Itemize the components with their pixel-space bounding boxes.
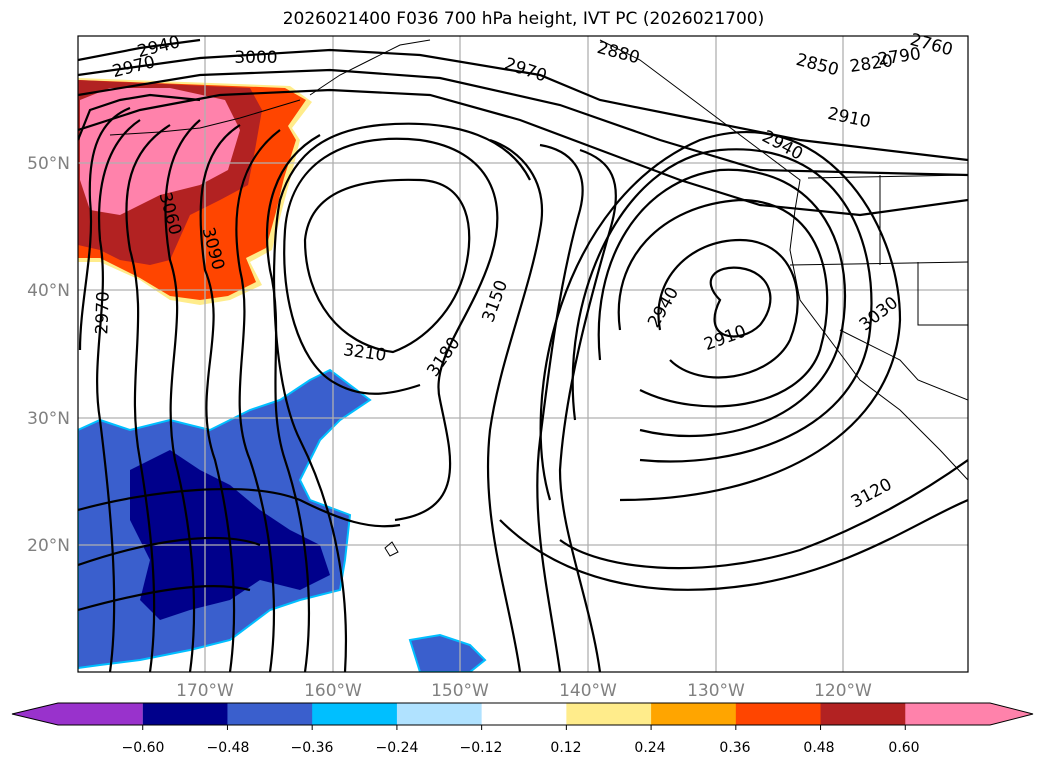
- colorbar-tick-label: −0.48: [207, 740, 250, 756]
- lat-label: 40°N: [27, 281, 70, 301]
- colorbar-tick-label: 0.60: [888, 740, 919, 756]
- contour-label: 3000: [234, 48, 277, 68]
- map-frame: [77, 35, 969, 673]
- colorbar-extend-low: [12, 703, 143, 725]
- coastlines: [109, 39, 968, 481]
- colorbar-segment: [735, 703, 822, 725]
- contour-label: 2880: [595, 38, 642, 69]
- lon-label: 150°W: [431, 681, 489, 701]
- map-area: [78, 36, 968, 672]
- colorbar-segment: [651, 703, 737, 725]
- lon-label: 160°W: [304, 681, 362, 701]
- contour-label: 3120: [848, 475, 896, 513]
- colorbar-tick-label: 0.48: [803, 740, 834, 756]
- colorbar-tick-label: −0.24: [376, 740, 419, 756]
- contour-label: 2970: [92, 291, 113, 335]
- colorbar: [11, 702, 1034, 730]
- contour-label: 3210: [342, 340, 388, 366]
- colorbar-tick-label: 0.12: [550, 740, 581, 756]
- colorbar-tick-label: 0.36: [719, 740, 750, 756]
- lat-label: 50°N: [27, 154, 70, 174]
- contour-label: 2970: [110, 52, 157, 82]
- contour-label: 2940: [759, 127, 807, 165]
- colorbar-extend-high: [905, 703, 1033, 725]
- land-ocean-boundary: [384, 541, 399, 557]
- lon-label: 140°W: [559, 681, 617, 701]
- lat-label: 30°N: [27, 409, 70, 429]
- colorbar-segment: [396, 703, 483, 725]
- lat-label: 20°N: [27, 536, 70, 556]
- colorbar-segment: [227, 703, 313, 725]
- longitude-labels: 170°W 160°W 150°W 140°W 130°W 120°W: [176, 681, 872, 701]
- colorbar-tick-label: −0.60: [122, 740, 165, 756]
- colorbar-tick-label: −0.36: [291, 740, 334, 756]
- colorbar-outline: [11, 702, 1034, 726]
- colorbar-segment: [312, 703, 398, 725]
- colorbar-ticks: −0.60 −0.48 −0.36 −0.24 −0.12 0.12 0.24 …: [122, 740, 920, 756]
- ivt-pink-region: [80, 88, 240, 215]
- colorbar-segment: [142, 703, 228, 725]
- colorbar-segment: [481, 703, 567, 725]
- contour-label: 2940: [644, 284, 683, 331]
- contour-label: 2970: [502, 54, 549, 86]
- map-title: 2026021400 F036 700 hPa height, IVT PC (…: [282, 9, 765, 29]
- colorbar-segment: [566, 703, 652, 725]
- colorbar-tick-label: 0.24: [634, 740, 665, 756]
- contour-label: 2910: [826, 104, 872, 133]
- gridlines: [78, 36, 968, 672]
- contour-label: 3030: [856, 293, 902, 335]
- contour-label: 3180: [423, 334, 464, 381]
- lon-label: 120°W: [814, 681, 872, 701]
- ivt-negative-region-small: [408, 633, 487, 672]
- colorbar-tick-label: −0.12: [460, 740, 503, 756]
- colorbar-segment: [820, 703, 906, 725]
- lon-label: 130°W: [687, 681, 745, 701]
- contour-label: 2850: [794, 50, 841, 81]
- contour-label: 2910: [702, 322, 749, 356]
- lon-label: 170°W: [176, 681, 234, 701]
- latitude-labels: 50°N 40°N 30°N 20°N: [27, 154, 70, 556]
- contour-label: 3150: [479, 278, 513, 325]
- height-contours: [78, 38, 968, 672]
